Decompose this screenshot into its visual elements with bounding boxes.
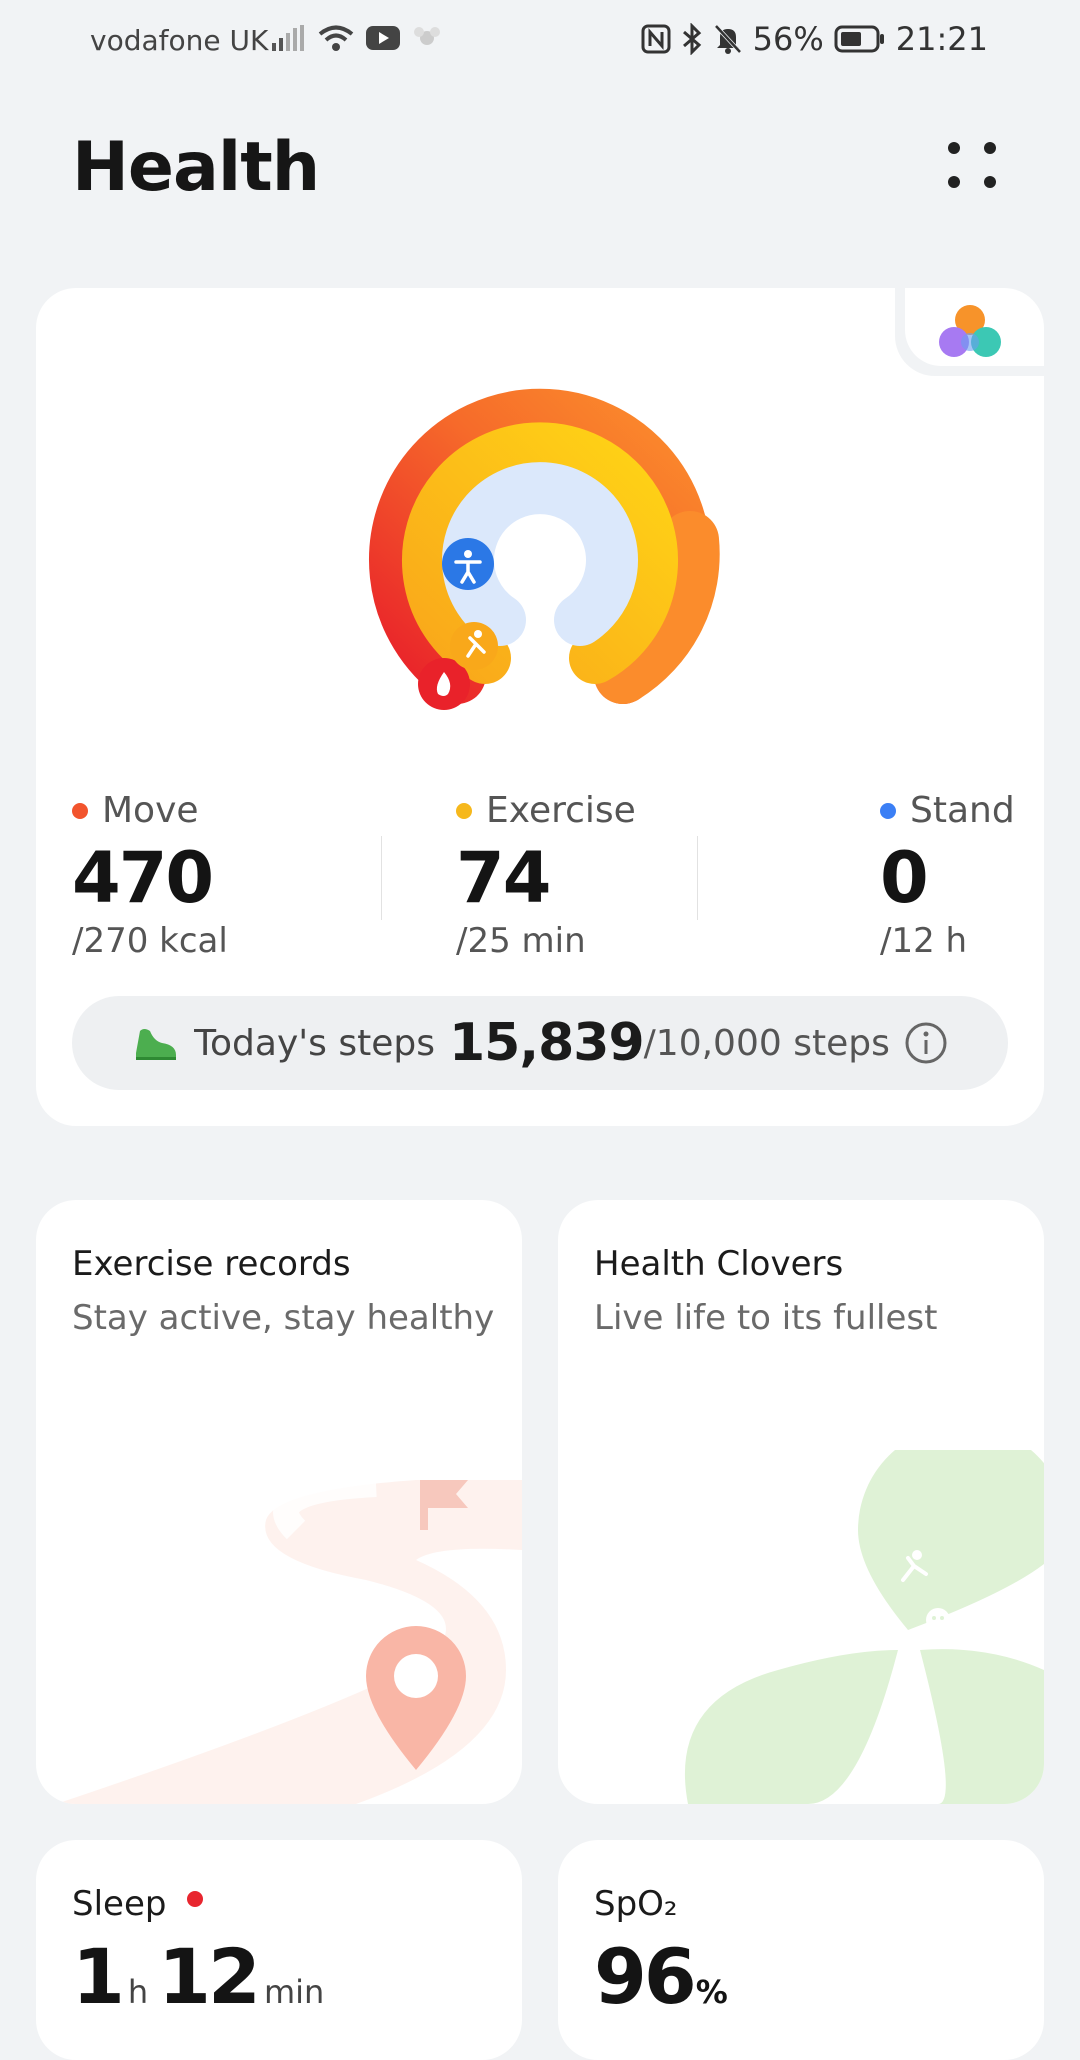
status-bar: vodafone UK bbox=[0, 0, 1080, 84]
move-metric[interactable]: Move 470 /270 kcal bbox=[72, 790, 228, 961]
shoe-icon bbox=[136, 1029, 177, 1060]
steps-pill[interactable]: Today's steps 15,839 /10,000 steps bbox=[72, 996, 1008, 1090]
info-icon[interactable] bbox=[904, 1021, 948, 1065]
health-clovers-shortcut-icon[interactable] bbox=[932, 296, 1008, 368]
battery-percent: 56% bbox=[752, 20, 824, 58]
metric-divider bbox=[697, 836, 698, 920]
sleep-alert-dot bbox=[187, 1891, 204, 1907]
clover-illustration bbox=[684, 1450, 1044, 1804]
health-clovers-title: Health Clovers bbox=[594, 1244, 844, 1284]
move-dot bbox=[72, 802, 88, 819]
nfc-icon bbox=[641, 24, 671, 54]
sleep-title-text: Sleep bbox=[72, 1884, 167, 1924]
move-goal: /270 kcal bbox=[72, 921, 228, 961]
exercise-goal: /25 min bbox=[456, 921, 586, 961]
stand-goal: /12 h bbox=[880, 921, 968, 961]
sleep-hours: 1 bbox=[72, 1932, 125, 2021]
spo2-card[interactable]: SpO₂ 96 % bbox=[558, 1840, 1044, 2060]
activity-rings bbox=[369, 388, 720, 710]
clock: 21:21 bbox=[895, 20, 988, 58]
stand-metric[interactable]: Stand 0 /12 h bbox=[880, 790, 1015, 961]
sleep-title: Sleep bbox=[72, 1884, 204, 1924]
battery-icon bbox=[834, 25, 884, 53]
move-label: Move bbox=[102, 790, 199, 831]
sleep-hours-unit: h bbox=[127, 1973, 149, 2011]
exercise-value: 74 bbox=[456, 837, 551, 919]
route-illustration bbox=[56, 1471, 522, 1804]
steps-label: Today's steps bbox=[194, 1022, 435, 1064]
spo2-reading: 96 % bbox=[594, 1932, 738, 2021]
move-value: 470 bbox=[72, 837, 214, 919]
spo2-title: SpO₂ bbox=[594, 1884, 678, 1924]
stand-dot bbox=[880, 802, 896, 819]
stand-label: Stand bbox=[910, 790, 1015, 831]
wifi-icon bbox=[318, 25, 354, 51]
sleep-minutes-unit: min bbox=[263, 1973, 325, 2011]
exercise-label: Exercise bbox=[486, 790, 636, 831]
more-options-icon[interactable] bbox=[946, 138, 1002, 194]
exercise-metric[interactable]: Exercise 74 /25 min bbox=[456, 790, 636, 961]
exercise-dot bbox=[456, 802, 472, 819]
sleep-duration: 1 h 12 min bbox=[72, 1932, 334, 2021]
exercise-records-card[interactable]: Exercise records Stay active, stay healt… bbox=[36, 1200, 522, 1804]
sleep-card[interactable]: Sleep 1 h 12 min bbox=[36, 1840, 522, 2060]
steps-value: 15,839 bbox=[449, 1013, 645, 1073]
spo2-value: 96 bbox=[594, 1932, 697, 2021]
metric-divider bbox=[381, 836, 382, 920]
spo2-unit: % bbox=[695, 1973, 728, 2011]
bluetooth-icon bbox=[682, 23, 701, 55]
signal-icon bbox=[272, 25, 304, 51]
sleep-minutes: 12 bbox=[158, 1932, 261, 2021]
app-icon bbox=[414, 27, 440, 45]
page-title: Health bbox=[72, 128, 320, 207]
status-left-icons bbox=[272, 24, 442, 52]
stand-value: 0 bbox=[880, 837, 929, 919]
health-clovers-card[interactable]: Health Clovers Live life to its fullest bbox=[558, 1200, 1044, 1804]
steps-goal: /10,000 steps bbox=[643, 1022, 890, 1064]
status-right: 56% 21:21 bbox=[641, 20, 988, 58]
carrier-name: vodafone UK bbox=[90, 24, 269, 57]
exercise-records-subtitle: Stay active, stay healthy bbox=[72, 1298, 495, 1338]
exercise-records-title: Exercise records bbox=[72, 1244, 351, 1284]
mute-icon bbox=[714, 24, 742, 54]
youtube-icon bbox=[366, 26, 400, 50]
health-clovers-subtitle: Live life to its fullest bbox=[594, 1298, 938, 1338]
